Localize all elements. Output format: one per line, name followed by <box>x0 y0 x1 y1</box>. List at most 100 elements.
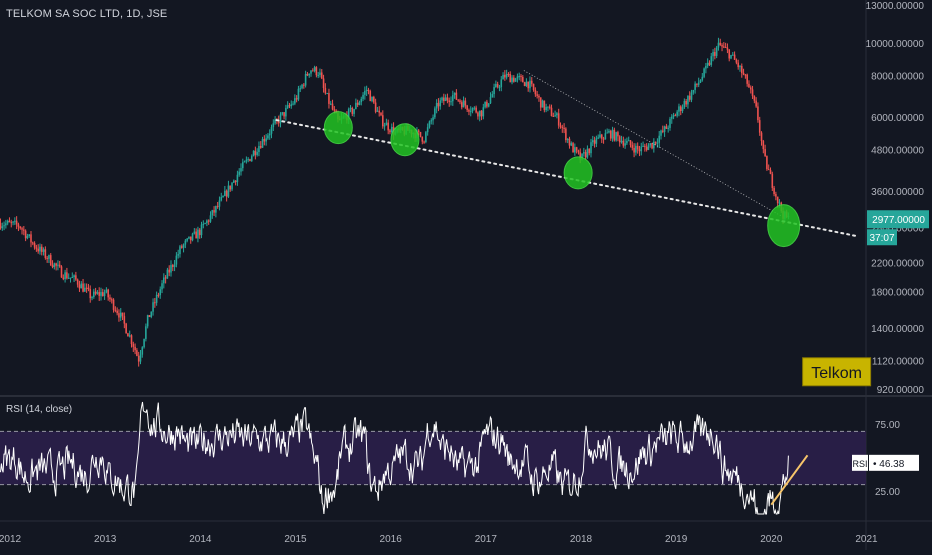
candle-body <box>229 185 232 190</box>
candles-group <box>0 37 790 367</box>
resistance-trendline <box>523 70 782 217</box>
candle-body <box>575 147 578 151</box>
candle-body <box>599 134 601 138</box>
candle-body <box>566 138 569 141</box>
candle-body <box>538 95 540 98</box>
candle-body <box>645 146 648 150</box>
candle-body <box>91 297 93 299</box>
candle-body <box>109 297 111 300</box>
candle-body <box>627 140 630 142</box>
candle-body <box>642 145 644 147</box>
candle-body <box>3 225 5 227</box>
time-tick-label: 2021 <box>855 534 878 545</box>
candle-body <box>471 108 474 112</box>
candle-body <box>532 83 535 90</box>
candle-body <box>76 279 79 285</box>
candle-body <box>258 146 260 153</box>
price-tick-label: 920.00000 <box>877 385 925 396</box>
candle-body <box>577 150 580 153</box>
price-tick-label: 3600.00000 <box>871 187 924 198</box>
candle-body <box>710 56 713 65</box>
candle-body <box>432 117 434 121</box>
candle-body <box>606 132 608 134</box>
candle-body <box>143 338 145 348</box>
candle-body <box>570 143 573 146</box>
last-price-label: 2977.00000 <box>872 215 925 226</box>
candle-body <box>378 110 381 113</box>
candle-body <box>457 99 459 101</box>
candle-body <box>119 312 122 318</box>
candle-body <box>218 200 221 207</box>
candle-body <box>1 226 4 229</box>
candle-body <box>303 84 305 86</box>
candle-body <box>168 269 171 273</box>
candle-body <box>238 171 241 175</box>
candle-body <box>600 134 603 139</box>
candle-body <box>726 47 729 50</box>
candle-body <box>563 127 565 129</box>
candle-body <box>687 95 689 105</box>
candle-body <box>663 126 666 132</box>
candle-body <box>651 143 653 149</box>
candle-body <box>243 161 246 163</box>
candle-body <box>114 309 117 311</box>
candle-body <box>568 138 571 146</box>
candle-body <box>256 152 258 155</box>
candle-body <box>448 100 451 103</box>
candle-body <box>469 111 472 113</box>
candle-body <box>588 148 591 154</box>
candle-body <box>618 136 621 143</box>
candle-body <box>749 87 752 90</box>
candle-body <box>586 148 589 158</box>
candle-body <box>55 263 57 266</box>
candle-body <box>51 265 54 268</box>
candle-body <box>626 140 628 144</box>
candle-body <box>234 180 237 183</box>
candle-body <box>511 77 513 83</box>
candle-body <box>67 277 70 279</box>
candle-body <box>450 101 452 103</box>
candle-body <box>437 102 440 107</box>
candle-body <box>423 141 425 143</box>
candle-body <box>353 108 355 114</box>
candle-body <box>220 197 223 201</box>
candle-body <box>513 77 515 82</box>
candle-body <box>543 100 546 111</box>
candle-body <box>714 52 716 56</box>
candle-body <box>274 119 276 124</box>
candle-body <box>703 68 705 77</box>
candle-body <box>182 244 185 248</box>
candle-body <box>265 138 267 142</box>
candle-body <box>30 234 32 243</box>
candle-body <box>660 130 662 136</box>
price-tick-label: 10000.00000 <box>866 39 925 50</box>
candle-body <box>712 52 714 57</box>
candle-body <box>656 142 659 144</box>
candle-body <box>547 106 549 108</box>
candle-body <box>180 246 183 248</box>
candle-body <box>509 74 512 83</box>
candle-body <box>685 100 687 105</box>
candle-body <box>609 130 612 139</box>
rsi-trendline <box>770 454 809 506</box>
candle-body <box>213 210 215 213</box>
candle-body <box>730 54 732 59</box>
candle-body <box>130 335 133 345</box>
candle-body <box>57 264 59 266</box>
candle-body <box>584 152 587 158</box>
candle-body <box>161 283 163 290</box>
candle-body <box>679 106 682 112</box>
candle-body <box>548 106 551 108</box>
candle-body <box>647 145 650 150</box>
candle-body <box>31 242 34 244</box>
candle-body <box>706 62 709 67</box>
candle-body <box>64 272 66 279</box>
candle-body <box>559 125 562 127</box>
candle-body <box>732 54 734 56</box>
candle-body <box>705 66 707 69</box>
rsi-line <box>0 401 789 515</box>
candle-body <box>107 289 109 298</box>
candle-body <box>723 46 725 48</box>
